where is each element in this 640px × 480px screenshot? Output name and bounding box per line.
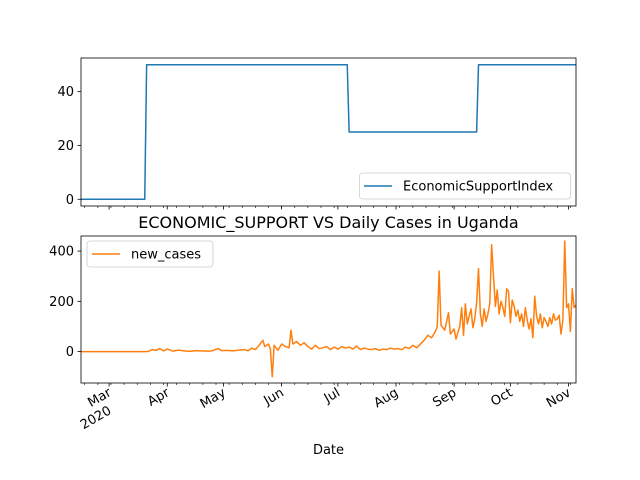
economic-support-series-line — [81, 63, 576, 201]
y-tick-label: 20 — [57, 139, 74, 154]
x-axis-label: Date — [313, 443, 344, 458]
legend: EconomicSupportIndex — [359, 172, 571, 200]
y-ticks: 0 200 400 — [49, 245, 81, 360]
economic-support-axes: 0 20 40 EconomicSupportIndex — [57, 57, 577, 210]
y-tick-label: 0 — [66, 193, 74, 208]
legend-box — [86, 240, 214, 268]
legend: new_cases — [86, 240, 214, 268]
y-tick-label: 40 — [57, 85, 74, 100]
axes-frame — [80, 57, 577, 207]
y-tick-label: 400 — [49, 245, 74, 260]
y-tick-label: 200 — [49, 295, 74, 310]
axes-frame — [80, 235, 577, 384]
series-lines — [81, 240, 577, 378]
legend-label: EconomicSupportIndex — [403, 180, 553, 195]
y-tick-label: 0 — [66, 345, 74, 360]
series-lines — [81, 63, 576, 201]
x-tick-label: Jul — [321, 385, 343, 406]
new-cases-series-line — [81, 240, 577, 378]
legend-label: new_cases — [131, 248, 201, 263]
chart-title: ECONOMIC_SUPPORT VS Daily Cases in Ugand… — [138, 213, 518, 233]
legend-box — [359, 172, 571, 200]
y-ticks: 0 20 40 — [57, 85, 81, 208]
